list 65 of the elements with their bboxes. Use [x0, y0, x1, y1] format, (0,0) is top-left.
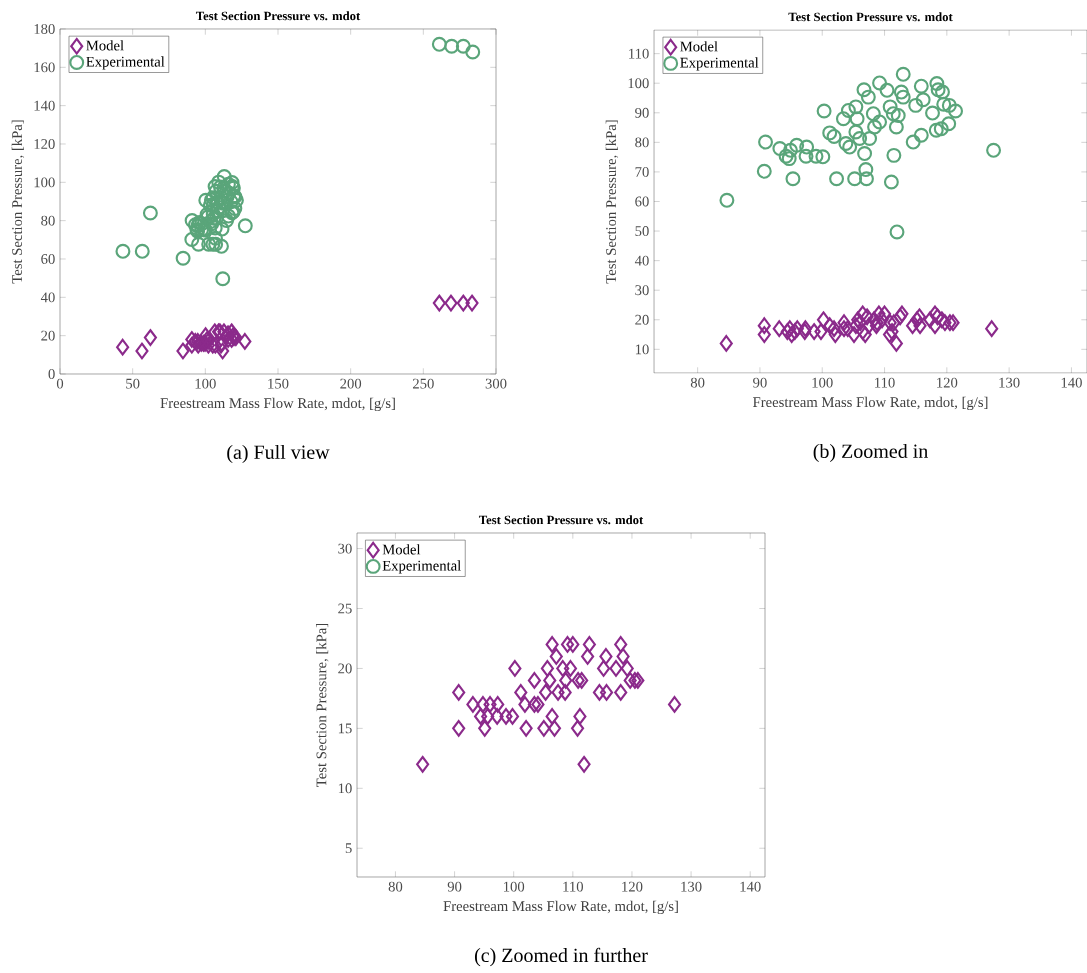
- chart-title: Test Section Pressure vs. mdot: [478, 515, 644, 525]
- legend-label: Model: [86, 40, 124, 51]
- x-tick-label: 110: [563, 881, 583, 892]
- x-tick-label: 130: [681, 881, 702, 892]
- text: (a) Full view: [227, 444, 330, 464]
- x-tick-label: 140: [740, 881, 761, 892]
- y-tick-label: 90: [635, 107, 649, 118]
- y-tick-label: 180: [34, 24, 55, 34]
- y-tick-label: 110: [629, 48, 649, 59]
- y-tick-label: 160: [34, 62, 55, 73]
- x-tick-label: 100: [812, 377, 833, 388]
- y-tick-label: 20: [338, 663, 352, 674]
- y-tick-label: 40: [634, 255, 649, 266]
- y-tick-label: 140: [34, 100, 55, 111]
- x-tick-label: 300: [485, 378, 507, 389]
- y-tick-label: 25: [338, 603, 352, 614]
- x-tick-label: 0: [56, 378, 64, 389]
- y-tick-label: 100: [34, 177, 55, 188]
- legend-label: Experimental: [86, 56, 165, 70]
- y-axis-title: Test Section Pressure, [kPa]: [11, 120, 25, 284]
- x-tick-label: 200: [340, 378, 362, 389]
- x-tick-label: 250: [412, 378, 434, 389]
- legend-label: Model: [382, 544, 421, 555]
- x-tick-label: 80: [388, 881, 403, 892]
- x-tick-label: 90: [753, 377, 767, 388]
- text: (b) Zoomed in: [813, 443, 928, 463]
- x-axis-title: Freestream Mass Flow Rate, mdot, [g/s]: [160, 397, 395, 412]
- y-tick-label: 10: [338, 783, 352, 794]
- x-tick-label: 100: [195, 378, 216, 389]
- text: (c) Zoomed in further: [474, 947, 648, 967]
- y-tick-label: 15: [338, 723, 352, 734]
- y-tick-label: 30: [338, 543, 352, 554]
- y-tick-label: 80: [635, 137, 649, 148]
- y-axis-title: Test Section Pressure, [kPa]: [605, 120, 619, 284]
- legend-label: Experimental: [680, 57, 759, 71]
- y-axis-title: Test Section Pressure, [kPa]: [316, 623, 329, 787]
- x-tick-label: 130: [999, 377, 1020, 388]
- y-tick-label: 10: [635, 344, 649, 355]
- y-tick-label: 70: [635, 166, 649, 177]
- y-tick-label: 30: [635, 285, 649, 296]
- y-tick-label: 80: [41, 215, 55, 226]
- x-axis-title: Freestream Mass Flow Rate, mdot, [g/s]: [443, 900, 678, 915]
- legend-label: Experimental: [382, 560, 461, 574]
- y-tick-label: 40: [40, 292, 55, 303]
- x-tick-label: 100: [504, 881, 525, 892]
- y-tick-label: 120: [34, 139, 55, 149]
- y-tick-label: 20: [41, 330, 55, 341]
- y-tick-label: 20: [635, 314, 649, 325]
- x-tick-label: 110: [875, 377, 895, 388]
- x-tick-label: 120: [937, 377, 958, 388]
- legend-label: Model: [680, 41, 718, 52]
- x-tick-label: 90: [447, 881, 462, 892]
- y-tick-label: 60: [41, 254, 55, 264]
- x-tick-label: 150: [268, 378, 289, 389]
- x-axis-title: Freestream Mass Flow Rate, mdot, [g/s]: [753, 396, 988, 411]
- y-tick-label: 50: [635, 226, 649, 237]
- y-tick-label: 100: [628, 78, 649, 89]
- chart-title: Test Section Pressure vs. mdot: [195, 11, 361, 21]
- y-tick-label: 60: [635, 196, 649, 207]
- chart-title: Test Section Pressure vs. mdot: [788, 12, 953, 22]
- x-tick-label: 50: [126, 378, 140, 389]
- y-tick-label: 5: [345, 843, 352, 854]
- x-tick-label: 140: [1061, 377, 1082, 388]
- x-tick-label: 80: [690, 377, 705, 388]
- y-tick-label: 0: [48, 369, 55, 379]
